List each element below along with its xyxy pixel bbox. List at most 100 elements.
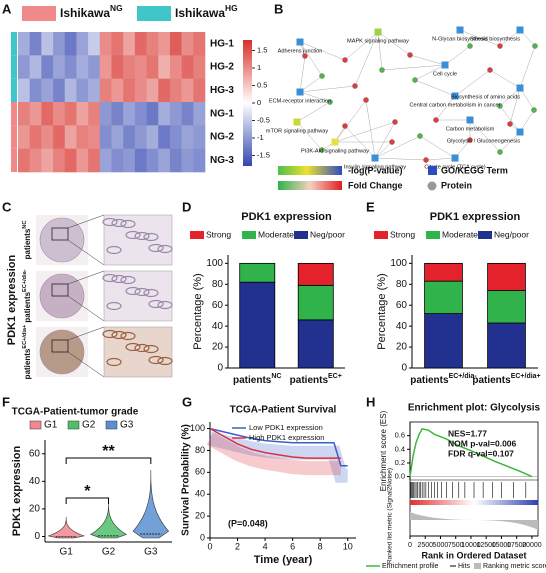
legend-swatch — [374, 231, 388, 239]
heatmap-cell — [29, 148, 42, 173]
ci-band — [208, 431, 348, 483]
heatmap-cell — [158, 148, 171, 173]
ihc-gland — [148, 243, 164, 253]
term-label: Glycolysis / Gluconeogenesis — [447, 138, 520, 144]
heatmap-cell — [53, 55, 66, 79]
ihc-zoom — [103, 270, 173, 322]
heatmap-cell — [53, 125, 66, 149]
legend-label-sup: HG — [225, 3, 238, 13]
x-tick-label: 6 — [290, 541, 295, 551]
heatmap-cell — [193, 102, 206, 126]
heatmap-cell — [76, 148, 89, 173]
heatmap-cell — [53, 102, 66, 126]
legend-label: Fold Change — [348, 180, 403, 190]
heatmap-cell — [146, 55, 159, 79]
ihc-inset-box — [51, 339, 69, 353]
legend-label: Strong — [390, 229, 415, 239]
protein-node — [319, 147, 325, 153]
heatmap-cell — [88, 125, 101, 149]
ihc-gland — [120, 331, 136, 341]
network-edge — [374, 157, 427, 161]
term-node — [371, 154, 379, 162]
protein-node — [352, 83, 358, 89]
colorbar-label: 1.5 — [257, 45, 267, 54]
row-label: HG-1 — [210, 38, 234, 49]
heatmap-cell — [99, 32, 112, 56]
gsea-stat: NOM p-val=0.006 — [448, 438, 517, 448]
bar-segment — [487, 322, 526, 369]
rank-gradient — [410, 500, 538, 505]
x-tick-label-sup: EC+/dia- — [449, 373, 478, 380]
row-label: NG-3 — [210, 155, 234, 166]
term-node — [331, 138, 339, 146]
heatmap-cell — [88, 32, 101, 56]
chart-title: PDK1 expression — [241, 211, 332, 223]
network-edge — [377, 31, 411, 56]
ihc-connector — [67, 239, 105, 266]
heatmap-cell — [169, 148, 182, 173]
heatmap-cell — [29, 102, 42, 126]
term-node — [296, 88, 304, 96]
heatmap-cell — [76, 78, 89, 103]
metric-area — [410, 512, 538, 530]
heatmap-cell — [169, 78, 182, 103]
term-label: mTOR signaling pathway — [266, 128, 329, 134]
fc-gradient — [278, 181, 342, 190]
heatmap-cell — [29, 55, 42, 79]
legend-label: GO/KEGG Term — [441, 165, 508, 175]
heatmap-cell — [123, 78, 136, 103]
legend-label: G1 — [44, 420, 58, 431]
legend-label: Ranking metric scores — [483, 563, 546, 570]
ihc-group-label-base: patients — [23, 348, 32, 379]
heatmap-cell — [123, 102, 136, 126]
term-node — [441, 61, 449, 69]
heatmap-cell — [64, 55, 77, 79]
legend-label: Strong — [206, 229, 231, 239]
protein-node — [392, 119, 398, 125]
ihc-group-label-sup: EC+/dia- — [22, 269, 28, 292]
heatmap-cell — [181, 78, 194, 103]
x-tick-label: G1 — [59, 547, 73, 558]
heatmap-cell — [134, 55, 147, 79]
y-tick-label: 40 — [29, 476, 41, 487]
heatmap-cell — [134, 78, 147, 103]
term-node — [456, 26, 464, 34]
heatmap-cell — [146, 102, 159, 126]
ihc-group-label: patientsEC+/dia- — [22, 269, 32, 322]
legend-label: IshikawaHG — [175, 3, 238, 20]
legend-label: Low PDK1 expression — [249, 423, 323, 432]
protein-node — [319, 73, 325, 79]
ihc-gland — [125, 342, 141, 352]
bar-segment — [424, 313, 463, 369]
x-tick-label: patientsEC+/dia+ — [472, 373, 540, 385]
x-tick-label-base: patients — [290, 375, 329, 386]
heatmap-cell — [99, 102, 112, 126]
x-tick-label-sup: EC+ — [328, 373, 342, 380]
y-tick-label: 60 — [212, 300, 224, 311]
bar-segment — [297, 262, 334, 286]
heatmap-cell — [193, 55, 206, 79]
x-tick-label: 0 — [207, 541, 212, 551]
x-tick-label: patientsEC+/dia- — [410, 373, 477, 385]
ihc-gland — [148, 355, 164, 365]
x-tick-label: 7500 — [448, 542, 464, 549]
bar-segment — [239, 262, 276, 283]
heatmap-cell — [88, 55, 101, 79]
y-tick-label: 0 — [34, 531, 40, 542]
heatmap-cell — [146, 148, 159, 173]
ihc-gland — [143, 232, 159, 242]
network-edge — [354, 31, 379, 87]
network-edge — [299, 41, 323, 77]
ihc-connector — [67, 214, 105, 229]
ihc-group-label: patientsNC — [22, 221, 32, 260]
heatmap-cell — [53, 32, 66, 56]
heatmap-cell — [99, 148, 112, 173]
x-tick-label-base: patients — [233, 375, 272, 386]
heatmap-cell — [18, 32, 30, 56]
y-tick-label: 0 — [401, 363, 407, 374]
protein-node — [302, 53, 308, 59]
protein-node — [531, 107, 537, 113]
network-edge — [414, 64, 446, 81]
bar-segment — [487, 262, 526, 291]
group-strip — [11, 125, 17, 149]
